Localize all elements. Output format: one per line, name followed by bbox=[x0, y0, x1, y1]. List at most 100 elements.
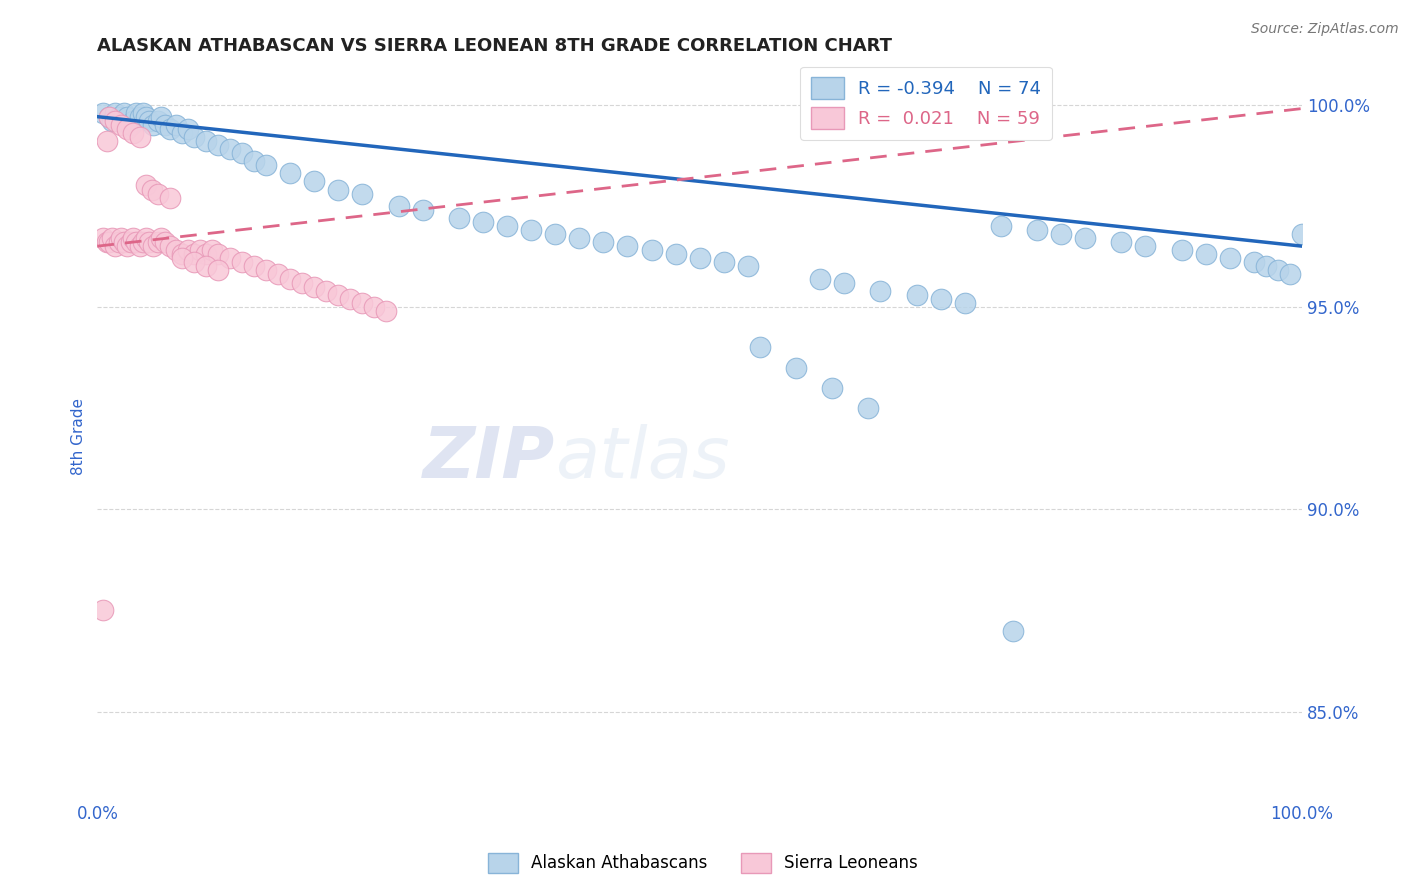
Point bbox=[165, 118, 187, 132]
Point bbox=[183, 247, 205, 261]
Point bbox=[387, 199, 409, 213]
Point bbox=[905, 287, 928, 301]
Point bbox=[101, 231, 124, 245]
Point bbox=[112, 235, 135, 249]
Point bbox=[159, 239, 181, 253]
Point bbox=[98, 235, 121, 249]
Text: ZIP: ZIP bbox=[423, 424, 555, 492]
Point bbox=[146, 235, 169, 249]
Point bbox=[132, 235, 155, 249]
Point bbox=[101, 113, 124, 128]
Point bbox=[1254, 260, 1277, 274]
Point bbox=[929, 292, 952, 306]
Point bbox=[128, 110, 150, 124]
Point bbox=[207, 138, 229, 153]
Point bbox=[1050, 227, 1073, 241]
Point bbox=[117, 121, 139, 136]
Point bbox=[207, 247, 229, 261]
Point bbox=[194, 260, 217, 274]
Point bbox=[138, 113, 160, 128]
Point bbox=[737, 260, 759, 274]
Point bbox=[496, 219, 519, 233]
Text: Source: ZipAtlas.com: Source: ZipAtlas.com bbox=[1251, 22, 1399, 37]
Point bbox=[363, 300, 385, 314]
Point bbox=[352, 295, 374, 310]
Point bbox=[153, 235, 176, 249]
Point bbox=[953, 295, 976, 310]
Y-axis label: 8th Grade: 8th Grade bbox=[72, 398, 86, 475]
Point bbox=[218, 252, 240, 266]
Point bbox=[117, 110, 139, 124]
Point bbox=[165, 244, 187, 258]
Point bbox=[93, 231, 115, 245]
Point bbox=[278, 271, 301, 285]
Point bbox=[254, 263, 277, 277]
Point bbox=[108, 235, 131, 249]
Point bbox=[375, 304, 398, 318]
Point bbox=[153, 118, 176, 132]
Point bbox=[640, 244, 662, 258]
Legend: Alaskan Athabascans, Sierra Leoneans: Alaskan Athabascans, Sierra Leoneans bbox=[481, 847, 925, 880]
Point bbox=[254, 158, 277, 172]
Point bbox=[194, 247, 217, 261]
Point bbox=[1219, 252, 1241, 266]
Point bbox=[183, 129, 205, 144]
Point bbox=[122, 231, 145, 245]
Point bbox=[616, 239, 638, 253]
Point bbox=[315, 284, 337, 298]
Point bbox=[125, 235, 148, 249]
Point bbox=[112, 105, 135, 120]
Point bbox=[568, 231, 591, 245]
Point bbox=[98, 110, 121, 124]
Point bbox=[1026, 223, 1049, 237]
Point bbox=[243, 154, 266, 169]
Point bbox=[170, 126, 193, 140]
Point bbox=[544, 227, 567, 241]
Text: atlas: atlas bbox=[555, 424, 730, 492]
Point bbox=[104, 113, 127, 128]
Point bbox=[194, 134, 217, 148]
Point bbox=[104, 239, 127, 253]
Point bbox=[132, 105, 155, 120]
Point bbox=[218, 142, 240, 156]
Point bbox=[352, 186, 374, 201]
Point bbox=[1243, 255, 1265, 269]
Point bbox=[135, 178, 157, 193]
Point bbox=[447, 211, 470, 225]
Point bbox=[188, 244, 211, 258]
Point bbox=[665, 247, 688, 261]
Point bbox=[138, 235, 160, 249]
Point bbox=[207, 263, 229, 277]
Point bbox=[177, 244, 200, 258]
Point bbox=[135, 110, 157, 124]
Point bbox=[110, 113, 132, 128]
Point bbox=[150, 231, 173, 245]
Point bbox=[170, 247, 193, 261]
Point bbox=[1111, 235, 1133, 249]
Point bbox=[146, 186, 169, 201]
Point bbox=[1001, 624, 1024, 638]
Point bbox=[869, 284, 891, 298]
Point bbox=[1291, 227, 1313, 241]
Point bbox=[117, 239, 139, 253]
Point bbox=[808, 271, 831, 285]
Point bbox=[150, 110, 173, 124]
Point bbox=[120, 235, 142, 249]
Point bbox=[1170, 244, 1192, 258]
Point bbox=[1074, 231, 1097, 245]
Point bbox=[122, 113, 145, 128]
Point bbox=[785, 360, 807, 375]
Point bbox=[122, 126, 145, 140]
Point bbox=[1195, 247, 1218, 261]
Point bbox=[93, 603, 115, 617]
Point bbox=[858, 401, 880, 415]
Point bbox=[471, 215, 494, 229]
Point bbox=[1278, 268, 1301, 282]
Point bbox=[128, 129, 150, 144]
Point bbox=[243, 260, 266, 274]
Point bbox=[1135, 239, 1157, 253]
Point bbox=[592, 235, 614, 249]
Point bbox=[125, 105, 148, 120]
Point bbox=[142, 239, 165, 253]
Point bbox=[339, 292, 361, 306]
